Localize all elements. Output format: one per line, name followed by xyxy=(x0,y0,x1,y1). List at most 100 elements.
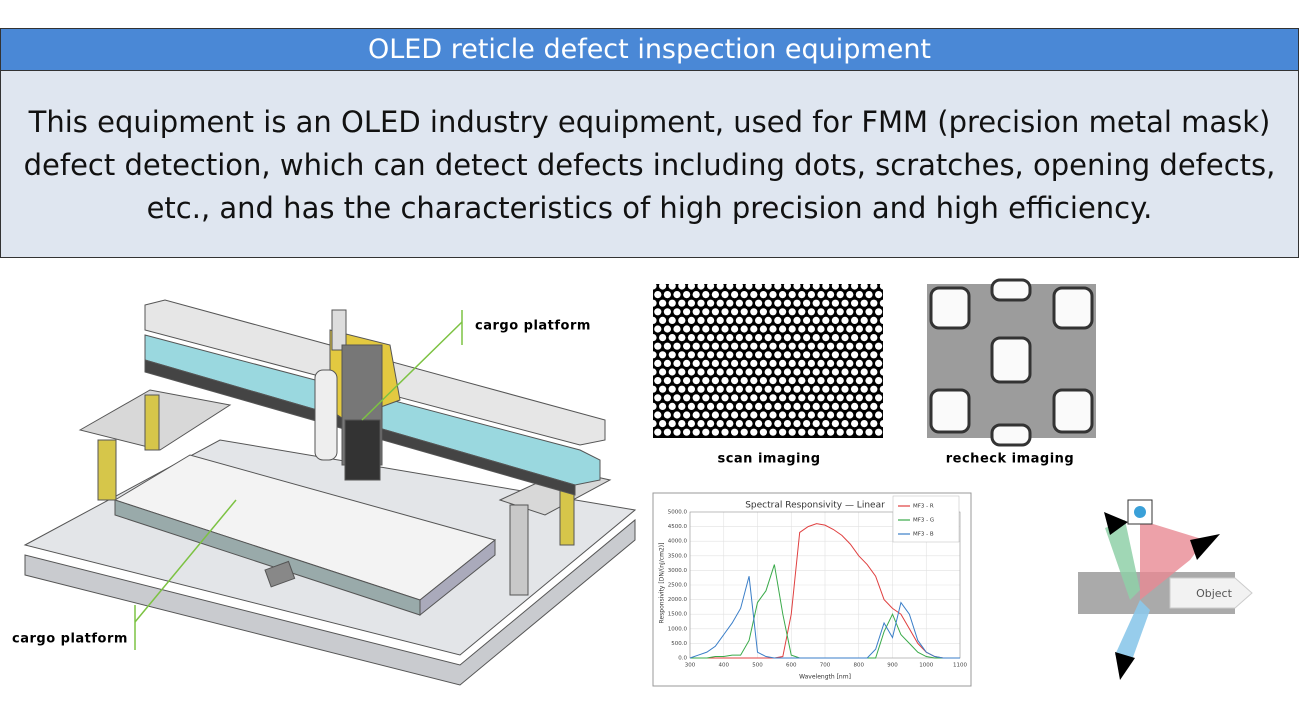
hole xyxy=(846,359,854,367)
hole xyxy=(683,308,691,316)
hole xyxy=(711,342,720,350)
hole xyxy=(788,359,796,367)
hole xyxy=(783,420,792,428)
hole xyxy=(841,334,849,342)
hole xyxy=(831,385,840,393)
hole xyxy=(759,325,768,333)
hole xyxy=(860,385,868,393)
hole xyxy=(875,428,883,436)
hole xyxy=(668,284,676,290)
hole xyxy=(846,308,854,316)
hole xyxy=(798,291,806,299)
hole xyxy=(865,308,873,316)
callout-line xyxy=(361,321,463,421)
hole xyxy=(885,360,892,367)
hole xyxy=(683,342,691,350)
hole xyxy=(793,385,801,393)
hole xyxy=(750,377,758,385)
hole xyxy=(707,385,715,393)
hole xyxy=(846,325,854,333)
hole xyxy=(879,299,883,307)
hole xyxy=(855,359,864,367)
hole xyxy=(759,411,768,419)
hole xyxy=(745,402,753,410)
hole xyxy=(750,394,758,402)
hole xyxy=(798,411,806,419)
hole xyxy=(716,420,724,428)
hole xyxy=(735,316,744,324)
hole xyxy=(855,428,864,436)
hole xyxy=(836,291,844,299)
hole xyxy=(745,385,753,393)
hole xyxy=(841,351,849,359)
hole xyxy=(654,428,662,436)
hole xyxy=(716,351,724,359)
hole xyxy=(653,368,657,376)
hole xyxy=(731,411,739,419)
hole xyxy=(870,299,878,307)
hole xyxy=(783,368,792,376)
hole xyxy=(865,342,873,350)
hole xyxy=(827,308,835,316)
hole xyxy=(716,284,724,290)
x-axis-label: Wavelength [nm] xyxy=(799,674,851,681)
hole xyxy=(711,325,720,333)
hole xyxy=(764,385,772,393)
hole xyxy=(653,385,657,393)
hole xyxy=(735,284,743,290)
hole xyxy=(822,385,830,393)
hole xyxy=(822,420,830,428)
chart-title: Spectral Responsivity — Linear xyxy=(745,501,885,511)
hole xyxy=(855,411,864,419)
hole xyxy=(812,334,820,342)
hole xyxy=(726,420,734,428)
hole xyxy=(774,334,782,342)
hole xyxy=(726,316,734,324)
hole xyxy=(779,308,787,316)
hole xyxy=(855,291,864,299)
hole xyxy=(735,299,744,307)
hole xyxy=(807,308,816,316)
hole xyxy=(798,308,806,316)
callout-label: cargo platform xyxy=(475,319,591,334)
hole xyxy=(827,428,835,436)
x-tick-label: 700 xyxy=(820,663,831,669)
hole xyxy=(831,284,839,290)
hole xyxy=(726,334,734,342)
hole xyxy=(659,402,667,410)
hole xyxy=(774,284,782,290)
hole xyxy=(721,291,729,299)
hole xyxy=(755,316,763,324)
hole xyxy=(817,325,825,333)
hole xyxy=(668,316,676,324)
hole xyxy=(860,402,868,410)
hole xyxy=(831,299,840,307)
hole xyxy=(812,284,820,290)
hole xyxy=(885,343,892,350)
hole xyxy=(865,394,873,402)
hole xyxy=(798,342,806,350)
hole xyxy=(841,402,849,410)
hole xyxy=(692,377,700,385)
hole xyxy=(678,385,686,393)
y-tick-label: 2500.0 xyxy=(668,583,688,589)
hole xyxy=(711,308,720,316)
y-tick-label: 1000.0 xyxy=(668,626,688,632)
hole xyxy=(812,299,820,307)
hole xyxy=(740,377,748,385)
hole xyxy=(827,377,835,385)
hole xyxy=(803,420,811,428)
hole xyxy=(673,377,681,385)
hole xyxy=(836,394,844,402)
hole xyxy=(846,291,854,299)
hole xyxy=(745,368,753,376)
hole xyxy=(750,359,758,367)
hole xyxy=(798,394,806,402)
hole xyxy=(788,377,796,385)
hole xyxy=(812,385,820,393)
hole xyxy=(692,411,700,419)
x-tick-label: 400 xyxy=(719,663,730,669)
hole xyxy=(711,359,720,367)
hole xyxy=(663,428,672,436)
hole xyxy=(750,428,758,436)
